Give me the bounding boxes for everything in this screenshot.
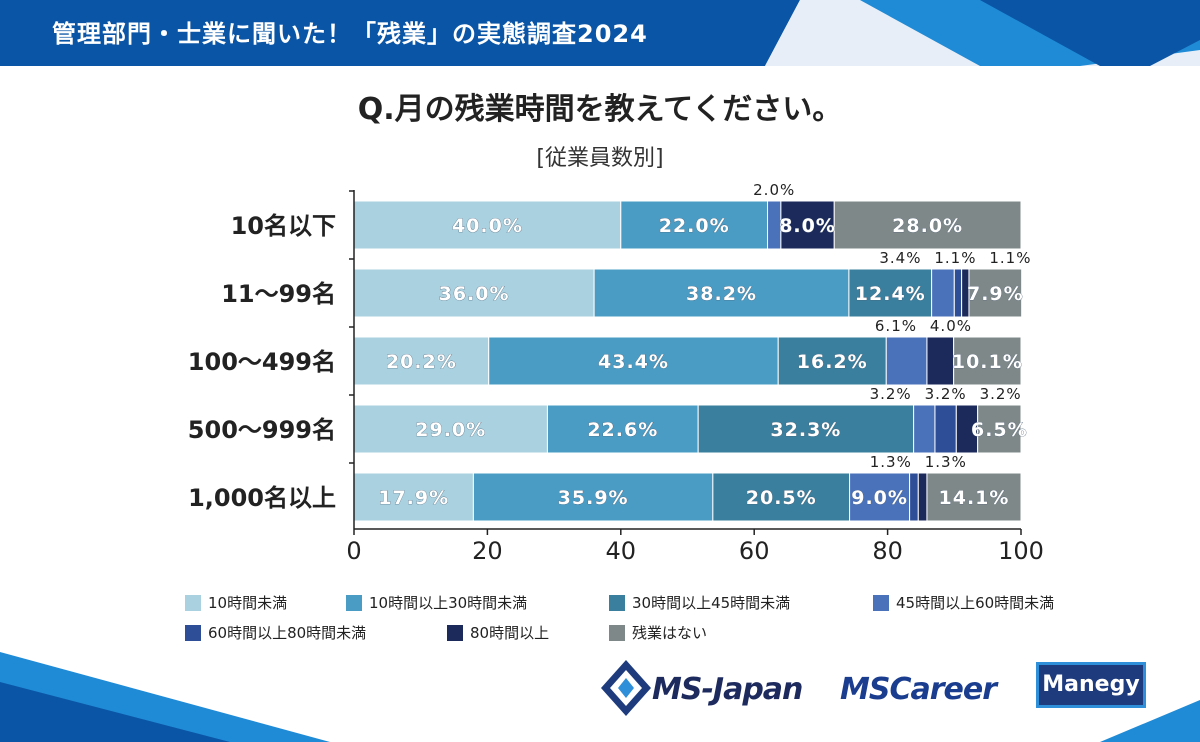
x-tick-label: 40 <box>606 537 637 565</box>
legend-item: 80時間以上 <box>447 622 549 643</box>
bar-segment <box>953 336 1022 386</box>
chart-subtitle: [従業員数別] <box>536 146 664 171</box>
legend-item: 10時間未満 <box>185 592 287 613</box>
header-banner <box>0 0 1200 66</box>
data-label-outside: 3.2% <box>980 385 1022 403</box>
data-label-outside: 2.0% <box>753 181 795 199</box>
legend-swatch <box>185 594 201 611</box>
bar-segment <box>620 200 769 250</box>
legend-swatch <box>873 594 889 611</box>
legend-swatch <box>346 594 362 611</box>
bar-segment <box>849 472 911 522</box>
bar-segment <box>712 472 851 522</box>
data-label-outside: 4.0% <box>930 317 972 335</box>
legend-swatch <box>609 594 625 611</box>
data-label: 6.5% <box>971 419 1028 441</box>
bar-segment <box>833 200 1022 250</box>
y-tick-label: 11〜99名 <box>221 280 336 308</box>
x-tick-label: 80 <box>872 537 903 565</box>
bar-segment <box>488 336 779 386</box>
y-tick-label: 100〜499名 <box>188 348 336 376</box>
data-label-outside: 1.1% <box>989 249 1031 267</box>
legend-swatch <box>185 624 201 641</box>
data-label: 22.0% <box>659 215 730 237</box>
legend-swatch <box>609 624 625 641</box>
bar-segment <box>697 404 915 454</box>
data-label: 10.1% <box>952 351 1023 373</box>
bar-segment <box>926 472 1022 522</box>
banner-title: 管理部門・士業に聞いた！「残業」の実態調査2024 <box>52 20 648 48</box>
bar-segment <box>968 268 1023 318</box>
bar-segment <box>926 336 955 386</box>
legend-swatch <box>447 624 463 641</box>
data-label: 35.9% <box>558 487 629 509</box>
data-label: 8.0% <box>779 215 836 237</box>
data-label-outside: 3.2% <box>870 385 912 403</box>
bar-segment <box>977 404 1022 454</box>
data-label: 12.4% <box>855 283 926 305</box>
legend-item: 残業はない <box>609 622 707 643</box>
ms-career-logo: MSCareer <box>840 672 997 707</box>
bar-segment <box>353 404 548 454</box>
data-label-outside: 3.2% <box>925 385 967 403</box>
manegy-logo: Manegy <box>1036 662 1146 708</box>
data-label: 22.6% <box>587 419 658 441</box>
data-label: 7.9% <box>967 283 1024 305</box>
ms-japan-logo-icon <box>601 660 651 716</box>
data-label: 14.1% <box>939 487 1010 509</box>
bar-segment <box>353 200 622 250</box>
stacked-bar-chart: 10名以下 40.0% 22.0% 8.0% 28.0% 2.0% 11〜99名 36.0% 3… <box>188 181 1044 565</box>
data-label-outside: 3.4% <box>879 249 921 267</box>
legend-label: 30時間以上45時間未満 <box>632 594 791 612</box>
legend-label: 60時間以上80時間未満 <box>208 624 367 642</box>
data-label: 36.0% <box>439 283 510 305</box>
data-label: 29.0% <box>415 419 486 441</box>
data-label-outside: 1.3% <box>870 453 912 471</box>
legend-item: 45時間以上60時間未満 <box>873 592 1054 613</box>
x-tick-label: 100 <box>998 537 1044 565</box>
legend-label: 10時間未満 <box>208 594 288 612</box>
data-label: 43.4% <box>598 351 669 373</box>
data-label: 17.9% <box>378 487 449 509</box>
y-tick-label: 10名以下 <box>231 212 336 240</box>
legend-label: 残業はない <box>632 624 708 642</box>
ms-japan-logo: MS-Japan <box>652 672 803 707</box>
legend-label: 80時間以上 <box>470 624 550 642</box>
bar-segment <box>546 404 699 454</box>
legend-item: 10時間以上30時間未満 <box>346 592 527 613</box>
bar-segment <box>885 336 928 386</box>
data-label: 9.0% <box>851 487 908 509</box>
chart-question-title: Q.月の残業時間を教えてください。 <box>357 92 843 127</box>
bar-segment <box>353 268 595 318</box>
data-label-outside: 6.1% <box>875 317 917 335</box>
data-label: 40.0% <box>452 215 523 237</box>
bar-segment <box>848 268 933 318</box>
legend-item: 60時間以上80時間未満 <box>185 622 366 643</box>
bar-segment <box>780 200 835 250</box>
data-label: 38.2% <box>686 283 757 305</box>
bar-segment <box>472 472 714 522</box>
y-tick-label: 1,000名以上 <box>188 484 336 512</box>
data-label: 20.5% <box>746 487 817 509</box>
data-label: 20.2% <box>386 351 457 373</box>
legend-item: 30時間以上45時間未満 <box>609 592 790 613</box>
data-label: 32.3% <box>770 419 841 441</box>
data-label: 16.2% <box>797 351 868 373</box>
legend-label: 10時間以上30時間未満 <box>369 594 528 612</box>
y-tick-label: 500〜999名 <box>188 416 336 444</box>
bar-segment <box>353 472 474 522</box>
data-label-outside: 1.1% <box>934 249 976 267</box>
x-tick-label: 0 <box>346 537 361 565</box>
legend-label: 45時間以上60時間未満 <box>896 594 1055 612</box>
x-tick-label: 20 <box>472 537 503 565</box>
data-label: 28.0% <box>892 215 963 237</box>
x-tick-label: 60 <box>739 537 770 565</box>
data-label-outside: 1.3% <box>925 453 967 471</box>
